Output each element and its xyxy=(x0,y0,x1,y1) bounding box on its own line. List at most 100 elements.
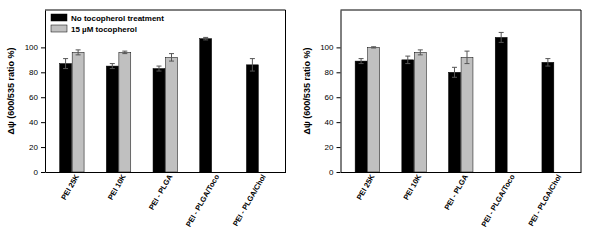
bar xyxy=(449,72,461,172)
y-tick-label: 0 xyxy=(329,168,334,177)
x-axis: PEI 25K PEI 10K PEI - PLGA PEI - PLGA/TocoP… xyxy=(46,172,287,228)
error-bar xyxy=(499,32,504,42)
y-tick-label: 60 xyxy=(29,93,38,102)
bar xyxy=(153,69,165,172)
plot-area: 020406080100PEI 25KPEI 10KPEI - PLGAPEI … xyxy=(25,10,286,228)
error-cap xyxy=(418,54,423,55)
y-tick: 60 xyxy=(29,93,45,102)
error-bar xyxy=(405,56,410,63)
y-tick-mark xyxy=(337,172,341,173)
x-tick: PEI 25K xyxy=(59,172,81,202)
x-tick: PEI - PLGA/Chol xyxy=(231,172,268,228)
error-cap xyxy=(371,48,376,49)
error-cap xyxy=(405,63,410,64)
x-tick: PEI - PLGA/Toco xyxy=(479,172,517,228)
error-bar xyxy=(250,59,255,71)
x-tick-label: PEI - PLGA/Toco xyxy=(479,172,517,228)
error-stem xyxy=(361,59,362,64)
legend: No tocopherol treatment 15 µM tocopherol xyxy=(51,14,164,34)
x-tick: PEI 10K xyxy=(106,172,128,202)
error-bar xyxy=(545,59,550,66)
error-cap xyxy=(122,51,127,52)
bar xyxy=(60,64,72,172)
error-cap xyxy=(122,53,127,54)
y-tick: 60 xyxy=(325,93,341,102)
y-tick-label: 100 xyxy=(25,43,39,52)
error-stem xyxy=(171,54,172,61)
y-tick: 40 xyxy=(325,118,341,127)
frame-top xyxy=(341,10,582,11)
y-tick-label: 80 xyxy=(29,68,38,77)
error-cap xyxy=(203,39,208,40)
y-tick-mark xyxy=(41,72,45,73)
y-tick: 80 xyxy=(29,68,45,77)
frame-right xyxy=(285,10,286,172)
error-bar xyxy=(122,51,127,53)
x-tick-label: PEI - PLGA xyxy=(147,172,175,211)
legend-item: No tocopherol treatment xyxy=(51,14,164,23)
error-bar xyxy=(465,51,470,63)
y-tick-label: 40 xyxy=(29,118,38,127)
error-bar xyxy=(110,64,115,69)
x-tick: PEI 25K xyxy=(355,172,377,202)
chart-panel: 020406080100PEI 25KPEI 10KPEI - PLGAPEI … xyxy=(6,10,286,228)
plot-area: 020406080100PEI 25KPEI 10KPEI - PLGAPEI … xyxy=(320,10,581,228)
y-tick-label: 20 xyxy=(29,143,38,152)
bar xyxy=(106,66,118,172)
legend-label: 15 µM tocopherol xyxy=(71,25,137,34)
y-axis-title: Δψ (600/535 ratio %) xyxy=(302,48,312,135)
x-tick-label: PEI 10K xyxy=(401,172,423,201)
error-cap xyxy=(405,56,410,57)
x-axis: PEI 25K PEI 10K PEI - PLGA PEI - PLGA/TocoP… xyxy=(341,172,582,228)
bar xyxy=(414,52,426,172)
y-tick: 100 xyxy=(25,43,45,52)
error-cap xyxy=(169,61,174,62)
y-tick-mark xyxy=(337,97,341,98)
error-cap xyxy=(452,67,457,68)
error-bar xyxy=(359,59,364,64)
error-cap xyxy=(250,71,255,72)
x-tick-label: PEI 25K xyxy=(355,172,377,201)
error-bar xyxy=(63,59,68,69)
bar xyxy=(200,39,212,172)
chart-panel: 020406080100PEI 25KPEI 10KPEI - PLGAPEI … xyxy=(302,10,582,228)
x-tick: PEI - PLGA/Chol xyxy=(526,172,563,228)
bar xyxy=(402,60,414,172)
error-stem xyxy=(467,51,468,63)
error-stem xyxy=(547,59,548,66)
error-bar xyxy=(371,47,376,48)
x-tick: PEI 10K xyxy=(401,172,423,202)
error-cap xyxy=(169,53,174,54)
error-cap xyxy=(156,66,161,67)
error-cap xyxy=(545,66,550,67)
error-cap xyxy=(359,63,364,64)
error-cap xyxy=(545,58,550,59)
x-tick-label: PEI - PLGA/Chol xyxy=(231,173,268,228)
y-tick-label: 60 xyxy=(325,93,334,102)
x-tick-label: PEI 10K xyxy=(106,172,128,201)
x-tick-label: PEI - PLGA/Toco xyxy=(184,172,222,228)
error-cap xyxy=(110,63,115,64)
error-stem xyxy=(65,59,66,69)
error-stem xyxy=(78,50,79,55)
y-tick: 100 xyxy=(320,43,340,52)
y-axis-title: Δψ (600/535 ratio %) xyxy=(6,48,16,135)
error-bar xyxy=(418,50,423,55)
error-cap xyxy=(465,63,470,64)
bar xyxy=(461,57,473,172)
error-bar xyxy=(156,66,161,71)
x-tick: PEI - PLGA xyxy=(442,172,470,212)
error-cap xyxy=(76,54,81,55)
y-axis-line xyxy=(341,11,342,173)
y-axis: 020406080100 xyxy=(25,11,46,178)
y-tick-mark xyxy=(337,147,341,148)
bars xyxy=(355,32,554,172)
error-cap xyxy=(499,42,504,43)
error-cap xyxy=(418,49,423,50)
error-cap xyxy=(156,71,161,72)
error-stem xyxy=(420,50,421,55)
bar xyxy=(368,47,380,172)
error-bar xyxy=(76,50,81,55)
y-tick: 40 xyxy=(29,118,45,127)
y-tick-mark xyxy=(41,172,45,173)
